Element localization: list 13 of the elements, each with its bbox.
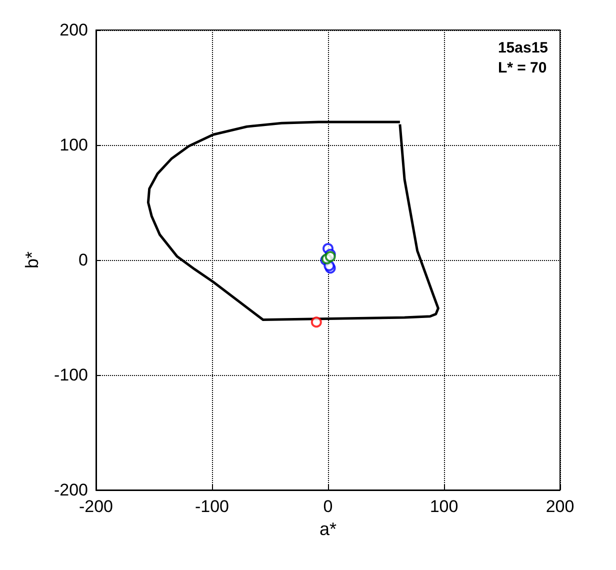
y-tick-label: 200 xyxy=(60,20,88,40)
y-tick-label: 100 xyxy=(60,136,88,154)
x-tick-label: 200 xyxy=(546,497,574,516)
y-tick-label: -200 xyxy=(54,480,88,500)
x-tick-label: 100 xyxy=(430,497,458,516)
x-axis-title: a* xyxy=(319,518,337,539)
x-tick-label: 0 xyxy=(323,497,333,516)
x-tick-label: -200 xyxy=(78,497,114,516)
y-tick-label: -100 xyxy=(54,366,88,384)
annotation: 15as15 L* = 70 xyxy=(498,40,548,76)
y-tick-label: 0 xyxy=(78,250,88,270)
y-axis-title: b* xyxy=(22,251,42,269)
x-tick-label: -100 xyxy=(194,497,230,516)
